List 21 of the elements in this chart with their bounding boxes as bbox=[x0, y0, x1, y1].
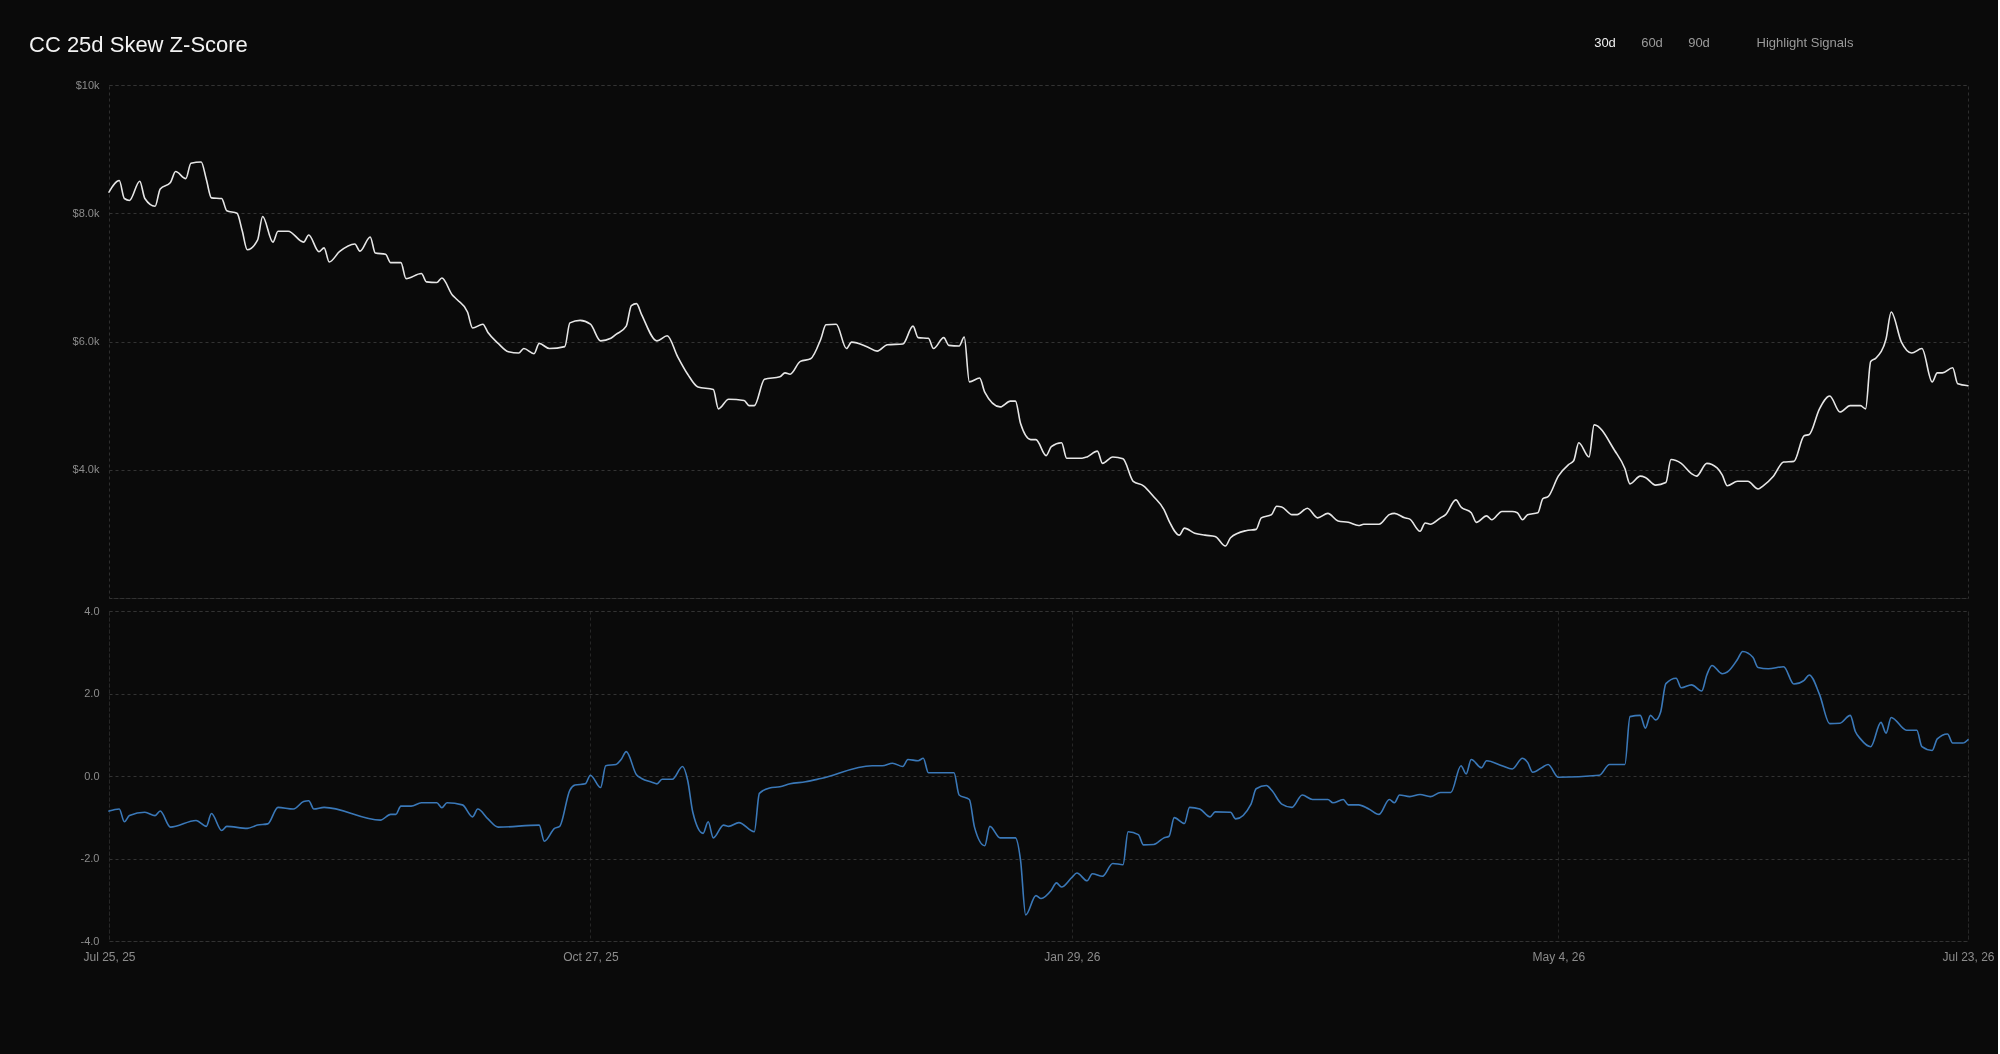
text: 60d bbox=[1641, 35, 1663, 50]
text: 90d bbox=[1688, 35, 1710, 50]
y-tick-label: 0.0 bbox=[84, 769, 100, 782]
text: Highlight Signals bbox=[1756, 35, 1854, 50]
line-series bbox=[108, 650, 1969, 916]
x-tick-label: Oct 27, 25 bbox=[563, 949, 619, 964]
y-tick-label: -4.0 bbox=[80, 934, 100, 947]
y-tick-label: $10k bbox=[75, 78, 100, 91]
x-tick-label: Jan 29, 26 bbox=[1044, 949, 1101, 964]
y-tick-label: -2.0 bbox=[80, 852, 100, 864]
x-tick-label: Jul 25, 25 bbox=[83, 949, 136, 964]
x-tick-label: Jul 23, 26 bbox=[1942, 949, 1995, 964]
y-tick-label: $6.0k bbox=[72, 335, 100, 347]
x-tick-label: May 4, 26 bbox=[1532, 949, 1586, 964]
y-tick-label: $8.0k bbox=[72, 206, 100, 219]
y-tick-label: 4.0 bbox=[84, 604, 100, 617]
y-tick-label: $4.0k bbox=[72, 463, 100, 476]
y-tick-label: 2.0 bbox=[84, 687, 100, 699]
line-series bbox=[108, 161, 1969, 547]
chart-title: CC 25d Skew Z-Score bbox=[29, 32, 248, 57]
text: 30d bbox=[1594, 35, 1616, 50]
